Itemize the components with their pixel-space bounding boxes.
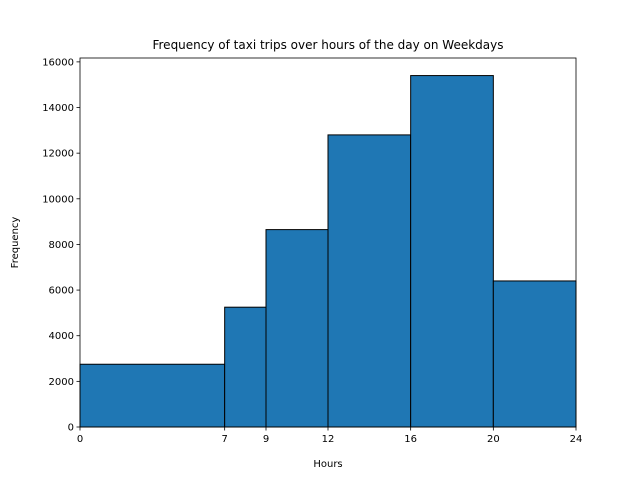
y-tick-label: 10000	[42, 194, 74, 205]
histogram-bar-12-16	[327, 134, 412, 428]
x-tick-label: 16	[404, 434, 417, 445]
x-tick-label: 20	[487, 434, 500, 445]
y-ticks-group: 0 2000 4000 6000 8000 10000 12000 14000 16000	[42, 57, 80, 434]
x-tick-label: 24	[570, 434, 583, 445]
y-tick-label: 6000	[49, 286, 74, 297]
x-tick-label: 9	[263, 434, 269, 445]
histogram-bar-0-7	[79, 363, 226, 428]
x-tick-label: 12	[322, 434, 335, 445]
chart-title: Frequency of taxi trips over hours of th…	[152, 38, 503, 52]
y-tick-label: 16000	[42, 57, 74, 68]
y-tick-label: 12000	[42, 149, 74, 160]
y-tick-label: 2000	[49, 377, 74, 388]
y-tick-label: 8000	[49, 240, 74, 251]
bars-group	[79, 75, 577, 428]
histogram-bar-7-9	[224, 306, 267, 428]
x-tick-label: 0	[77, 434, 83, 445]
histogram-bar-9-12	[265, 229, 329, 428]
y-tick-label: 4000	[49, 331, 74, 342]
x-ticks-group: 0 7 9 12 16 20 24	[77, 427, 583, 445]
y-tick-label: 14000	[42, 103, 74, 114]
y-tick-label: 0	[68, 423, 74, 434]
y-axis-label: Frequency	[10, 217, 21, 269]
x-tick-label: 7	[221, 434, 227, 445]
x-axis-label: Hours	[313, 459, 342, 470]
histogram-bar-16-20	[410, 75, 494, 428]
histogram-bar-20-24	[492, 280, 577, 428]
